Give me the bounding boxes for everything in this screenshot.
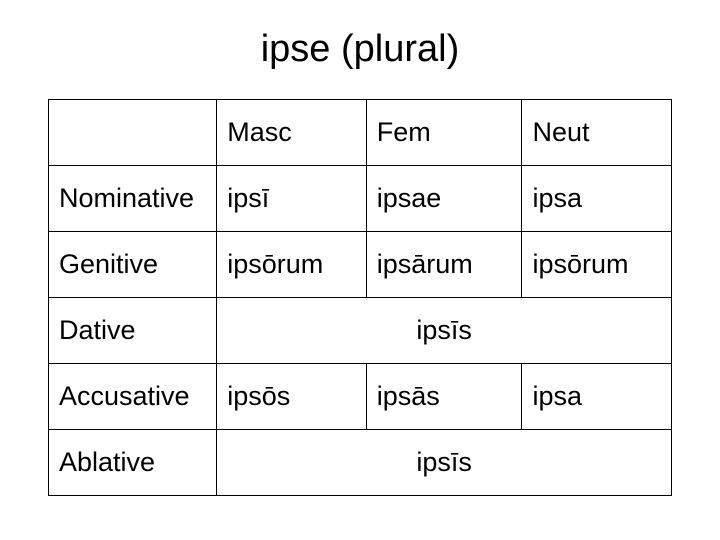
table-row: Accusative ipsōs ipsās ipsa: [49, 364, 672, 430]
cell-merged: ipsīs: [217, 430, 672, 496]
cell: ipsae: [366, 166, 522, 232]
cell: ipsa: [522, 166, 672, 232]
cell: ipsās: [366, 364, 522, 430]
cell: ipsōs: [217, 364, 367, 430]
page-title: ipse (plural): [48, 28, 672, 71]
cell: ipsārum: [366, 232, 522, 298]
table-header-row: Masc Fem Neut: [49, 100, 672, 166]
row-label: Dative: [49, 298, 217, 364]
table-row: Nominative ipsī ipsae ipsa: [49, 166, 672, 232]
cell: ipsōrum: [522, 232, 672, 298]
cell: ipsa: [522, 364, 672, 430]
header-masc: Masc: [217, 100, 367, 166]
row-label: Genitive: [49, 232, 217, 298]
cell: ipsī: [217, 166, 367, 232]
header-neut: Neut: [522, 100, 672, 166]
row-label: Ablative: [49, 430, 217, 496]
row-label: Nominative: [49, 166, 217, 232]
declension-table: Masc Fem Neut Nominative ipsī ipsae ipsa…: [48, 99, 672, 496]
table-row: Dative ipsīs: [49, 298, 672, 364]
header-fem: Fem: [366, 100, 522, 166]
cell: ipsōrum: [217, 232, 367, 298]
row-label: Accusative: [49, 364, 217, 430]
header-blank: [49, 100, 217, 166]
cell-merged: ipsīs: [217, 298, 672, 364]
table-row: Genitive ipsōrum ipsārum ipsōrum: [49, 232, 672, 298]
table-row: Ablative ipsīs: [49, 430, 672, 496]
